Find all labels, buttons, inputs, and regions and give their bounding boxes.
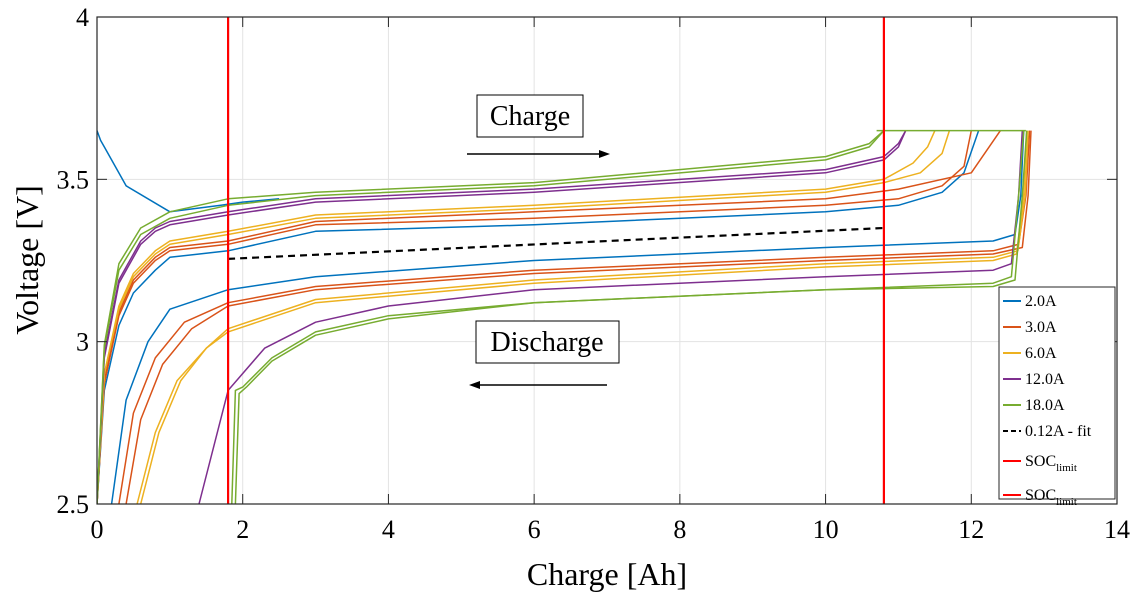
series-line-6-0a bbox=[139, 130, 1029, 504]
charge-annotation-text: Charge bbox=[490, 101, 570, 132]
y-tick-label: 3 bbox=[76, 328, 89, 357]
legend-entry: 2.0A bbox=[1025, 293, 1057, 310]
axis-ticks: 0 2 4 6 8 10 12 14 2.5 3 3.5 4 bbox=[57, 3, 1131, 544]
series-line-6-0a bbox=[97, 130, 936, 504]
series-line-0-12a-fit bbox=[228, 226, 884, 260]
x-tick-label: 4 bbox=[382, 515, 395, 544]
legend-box bbox=[998, 286, 1116, 500]
series-line-6-0a bbox=[97, 130, 951, 504]
series-line-2-0a bbox=[97, 130, 980, 504]
x-tick-label: 0 bbox=[91, 515, 104, 544]
y-tick-label: 4 bbox=[76, 3, 89, 32]
legend: 2.0A 3.0A 6.0A 12.0A 18.0A 0.12A - fit SOClimi… bbox=[998, 286, 1116, 508]
discharge-annotation-text: Discharge bbox=[491, 327, 604, 358]
x-tick-label: 6 bbox=[528, 515, 541, 544]
x-tick-label: 14 bbox=[1104, 515, 1130, 544]
legend-entry: SOClimit bbox=[1025, 453, 1077, 474]
series-line-3-0a bbox=[97, 130, 973, 504]
x-axis-label: Charge [Ah] bbox=[527, 556, 687, 592]
x-tick-label: 8 bbox=[673, 515, 686, 544]
legend-entry: 3.0A bbox=[1025, 319, 1057, 336]
charge-annotation: Charge bbox=[467, 94, 610, 158]
discharge-annotation-box bbox=[475, 320, 620, 364]
y-axis-label: Voltage [V] bbox=[9, 185, 45, 335]
series-lines bbox=[97, 17, 1032, 504]
discharge-arrow-head bbox=[469, 381, 480, 389]
series-line-3-0a bbox=[125, 130, 1032, 504]
plot-background bbox=[97, 17, 1117, 504]
discharge-annotation: Discharge bbox=[469, 320, 620, 389]
y-tick-label: 2.5 bbox=[57, 490, 90, 519]
series-group bbox=[97, 17, 1032, 504]
series-line-2-0a bbox=[97, 130, 280, 213]
x-tick-label: 12 bbox=[958, 515, 984, 544]
series-line-18-0a bbox=[231, 130, 1025, 504]
x-tick-label: 2 bbox=[236, 515, 249, 544]
charge-annotation-box bbox=[476, 94, 584, 138]
legend-entry: 18.0A bbox=[1025, 397, 1065, 414]
x-tick-label: 10 bbox=[813, 515, 839, 544]
legend-entry: 6.0A bbox=[1025, 345, 1057, 362]
plot-frame bbox=[96, 16, 1118, 505]
legend-entry: 0.12A - fit bbox=[1025, 423, 1092, 440]
legend-entry: SOClimit bbox=[1025, 487, 1077, 508]
legend-entry: 12.0A bbox=[1025, 371, 1065, 388]
charge-arrow-head bbox=[599, 150, 610, 158]
series-line-12-0a bbox=[198, 130, 1024, 504]
series-line-18-0a bbox=[234, 130, 1028, 504]
y-tick-label: 3.5 bbox=[57, 165, 90, 194]
